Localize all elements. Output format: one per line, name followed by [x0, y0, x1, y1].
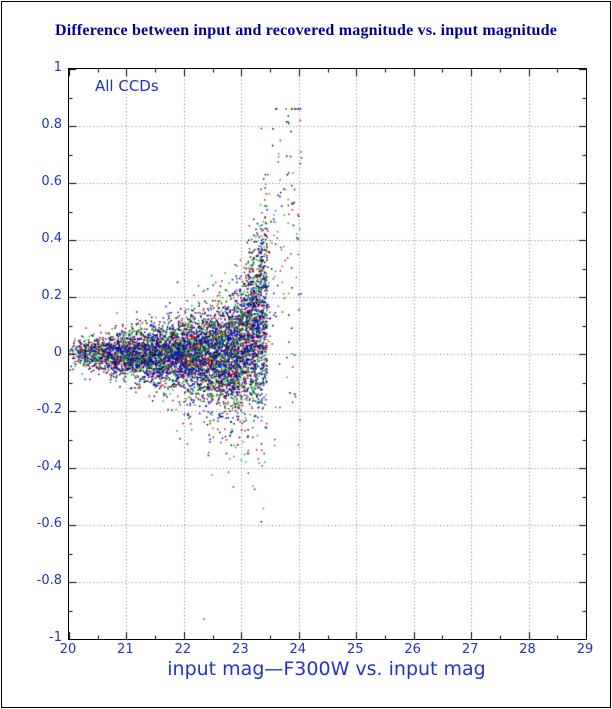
y-tick-label: -0.2 — [36, 402, 62, 417]
x-tick-label: 23 — [232, 642, 249, 657]
scatter-canvas — [69, 69, 586, 639]
x-tick-label: 26 — [404, 642, 421, 657]
y-tick-label: -0.4 — [36, 459, 62, 474]
chart-title: Difference between input and recovered m… — [54, 22, 558, 39]
y-tick-label: 0.6 — [41, 174, 62, 189]
x-tick-label: 20 — [59, 642, 77, 657]
y-tick-label: 0.4 — [41, 231, 62, 246]
x-axis-title: input mag—F300W vs. input mag — [167, 658, 486, 680]
y-tick-label: 1 — [53, 60, 62, 75]
x-tick-label: 29 — [576, 642, 594, 657]
x-tick-label: 22 — [174, 642, 192, 657]
y-tick-label: 0.8 — [41, 117, 62, 132]
x-tick-label: 27 — [461, 642, 479, 657]
x-tick-label: 28 — [519, 642, 536, 657]
x-tick-label: 21 — [117, 642, 134, 657]
x-tick-label: 24 — [289, 642, 307, 657]
y-tick-label: -1 — [49, 630, 62, 645]
y-tick-label: 0 — [53, 345, 62, 360]
y-tick-label: 0.2 — [41, 288, 62, 303]
y-tick-label: -0.6 — [36, 516, 62, 531]
plot-area: All CCDs — [68, 68, 587, 640]
plot-annotation: All CCDs — [95, 77, 159, 95]
x-tick-label: 25 — [346, 642, 364, 657]
y-tick-label: -0.8 — [36, 573, 62, 588]
